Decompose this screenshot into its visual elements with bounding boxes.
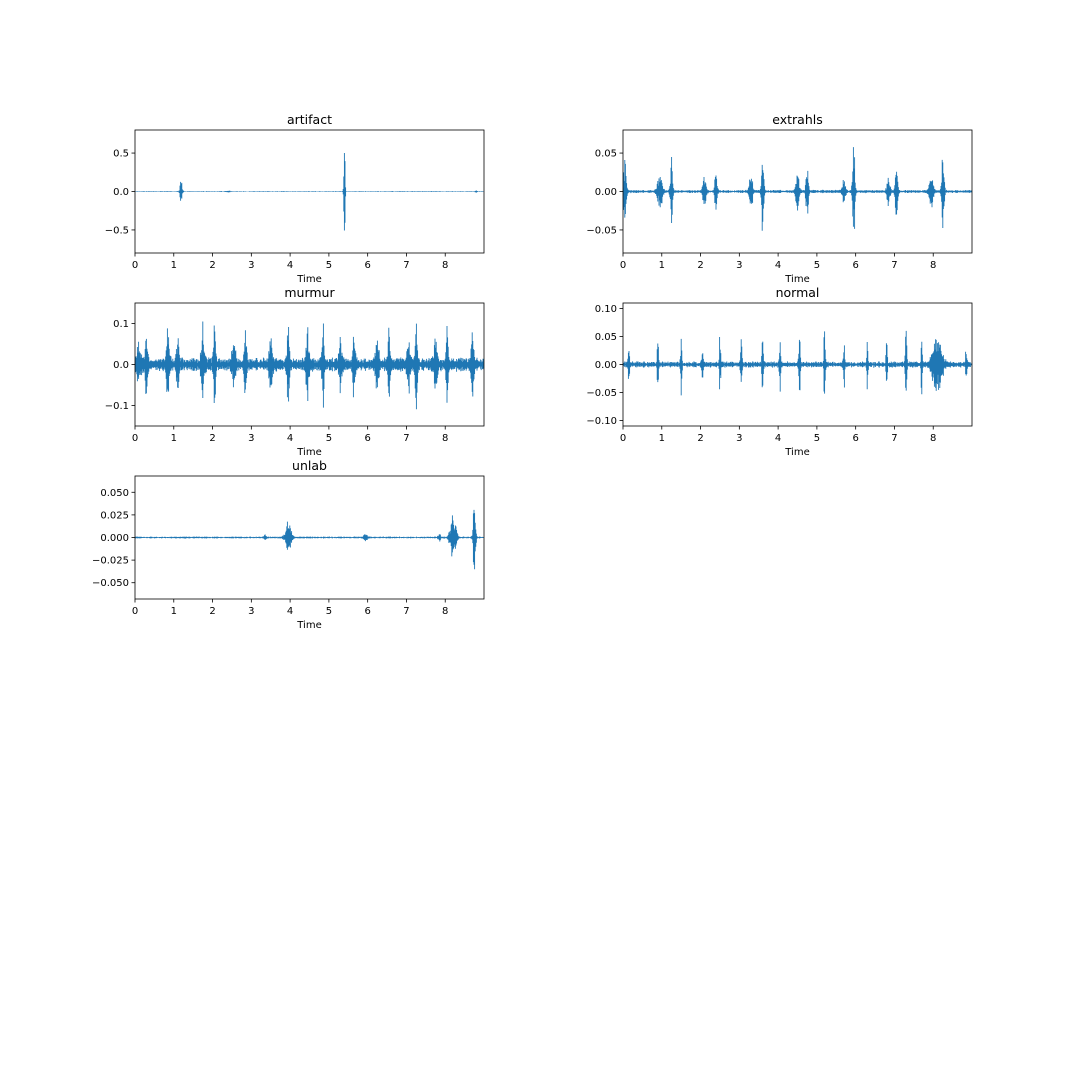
- x-tick-label: 3: [248, 433, 254, 444]
- x-tick-label: 7: [403, 433, 409, 444]
- y-tick-label: −0.10: [586, 416, 617, 427]
- x-tick-label: 3: [248, 606, 254, 617]
- x-tick-label: 3: [736, 433, 742, 444]
- x-tick-label: 0: [620, 260, 626, 271]
- y-tick-label: 0.050: [100, 488, 129, 499]
- x-tick-label: 1: [171, 606, 177, 617]
- chart-title: unlab: [292, 458, 327, 473]
- y-tick-label: 0.00: [595, 187, 617, 198]
- x-tick-label: 4: [287, 433, 293, 444]
- x-tick-label: 1: [171, 433, 177, 444]
- y-tick-label: 0.0: [113, 187, 129, 198]
- y-tick-label: 0.5: [113, 149, 129, 160]
- x-tick-label: 6: [852, 260, 858, 271]
- x-tick-label: 5: [814, 433, 820, 444]
- x-axis-label: Time: [784, 447, 809, 458]
- y-tick-label: −0.5: [105, 225, 129, 236]
- x-tick-label: 8: [930, 260, 936, 271]
- x-tick-label: 4: [287, 260, 293, 271]
- x-tick-label: 3: [248, 260, 254, 271]
- x-axis-label: Time: [296, 274, 321, 285]
- x-tick-label: 6: [364, 260, 370, 271]
- chart-title: normal: [776, 285, 820, 300]
- waveform-extrahls: [623, 147, 972, 231]
- x-tick-label: 2: [209, 260, 215, 271]
- panel-murmur: 0 1 2 3 4 5 6 7 8 −0.1 0.0 0.1 murmur Time: [105, 285, 485, 458]
- x-tick-label: 8: [442, 606, 448, 617]
- y-tick-label: −0.05: [586, 388, 617, 399]
- x-tick-label: 0: [132, 606, 138, 617]
- waveform-normal: [623, 330, 972, 396]
- x-tick-label: 2: [697, 433, 703, 444]
- y-tick-label: −0.1: [105, 401, 129, 412]
- y-tick-label: 0.10: [595, 304, 617, 315]
- x-axis-label: Time: [784, 274, 809, 285]
- chart-title: artifact: [287, 112, 332, 127]
- x-tick-label: 6: [852, 433, 858, 444]
- x-tick-label: 2: [209, 606, 215, 617]
- y-tick-label: 0.025: [100, 510, 129, 521]
- x-tick-label: 2: [209, 433, 215, 444]
- y-tick-label: −0.05: [586, 225, 617, 236]
- x-tick-label: 7: [891, 260, 897, 271]
- x-tick-label: 5: [326, 606, 332, 617]
- x-tick-label: 0: [132, 433, 138, 444]
- y-tick-label: 0.000: [100, 533, 129, 544]
- x-tick-label: 1: [171, 260, 177, 271]
- panel-artifact: 0 1 2 3 4 5 6 7 8 −0.5 0.0 0.5 artifact Time: [105, 112, 485, 285]
- x-tick-label: 4: [287, 606, 293, 617]
- x-tick-label: 5: [326, 260, 332, 271]
- y-tick-label: −0.050: [92, 578, 129, 589]
- x-tick-label: 8: [930, 433, 936, 444]
- x-tick-label: 1: [659, 260, 665, 271]
- panel-normal: 0 1 2 3 4 5 6 7 8 −0.10 −0.05 0.00 0.05 0.10 normal Tim…: [586, 285, 973, 458]
- x-tick-label: 0: [132, 260, 138, 271]
- waveform-murmur: [135, 321, 484, 410]
- y-tick-label: 0.05: [595, 149, 617, 160]
- x-axis-label: Time: [296, 447, 321, 458]
- x-tick-label: 2: [697, 260, 703, 271]
- x-tick-label: 0: [620, 433, 626, 444]
- chart-title: murmur: [284, 285, 335, 300]
- x-tick-label: 8: [442, 433, 448, 444]
- x-tick-label: 8: [442, 260, 448, 271]
- waveform-artifact: [135, 153, 484, 231]
- panel-extrahls: 0 1 2 3 4 5 6 7 8 −0.05 0.00 0.05 extrahls Time: [586, 112, 973, 285]
- y-tick-label: 0.05: [595, 332, 617, 343]
- x-tick-label: 5: [814, 260, 820, 271]
- x-tick-label: 7: [403, 606, 409, 617]
- x-tick-label: 3: [736, 260, 742, 271]
- chart-title: extrahls: [772, 112, 822, 127]
- y-tick-label: −0.025: [92, 556, 129, 567]
- y-tick-label: 0.00: [595, 360, 617, 371]
- x-tick-label: 7: [403, 260, 409, 271]
- x-axis-label: Time: [296, 620, 321, 631]
- y-tick-label: 0.1: [113, 319, 129, 330]
- x-tick-label: 6: [364, 606, 370, 617]
- x-tick-label: 4: [775, 260, 781, 271]
- x-tick-label: 6: [364, 433, 370, 444]
- waveform-unlab: [135, 509, 484, 570]
- panel-unlab: 0 1 2 3 4 5 6 7 8 −0.050 −0.025 0.000 0.025 0.050 unla…: [92, 458, 485, 631]
- x-tick-label: 7: [891, 433, 897, 444]
- x-tick-label: 4: [775, 433, 781, 444]
- x-tick-label: 5: [326, 433, 332, 444]
- x-tick-label: 1: [659, 433, 665, 444]
- y-tick-label: 0.0: [113, 360, 129, 371]
